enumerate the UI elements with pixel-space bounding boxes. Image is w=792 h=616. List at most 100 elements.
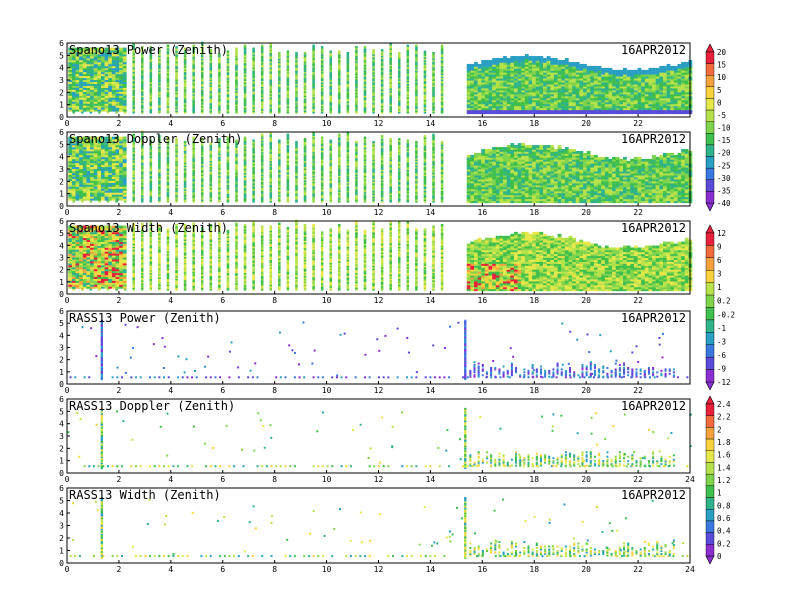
heat-cell [244, 45, 247, 47]
heat-cell [681, 62, 685, 65]
x-tick-label: 22 [633, 119, 643, 128]
heat-cell [499, 58, 503, 61]
heat-cell [372, 49, 375, 51]
heat-cell [415, 45, 418, 47]
heat-cell [547, 56, 551, 59]
y-tick-label: 5 [59, 51, 64, 60]
heat-cell [381, 49, 384, 51]
heat-cell [525, 54, 529, 57]
heat-cell [569, 62, 573, 65]
heat-cell [630, 70, 634, 73]
heat-cell [561, 60, 565, 63]
y-tick-label: 3 [59, 76, 64, 85]
heat-cell [685, 62, 689, 65]
heat-cell [594, 66, 598, 69]
heat-cell [645, 70, 649, 73]
heat-cell [572, 62, 576, 65]
heat-cell [641, 70, 645, 73]
heat-cell [659, 66, 663, 69]
heat-cell [481, 60, 485, 63]
heat-cell [521, 56, 525, 59]
heat-cell [674, 66, 678, 69]
heat-cell [514, 56, 518, 59]
heat-cell [550, 58, 554, 61]
heat-cell [616, 70, 620, 73]
heat-cell [558, 60, 562, 63]
heat-cell [601, 68, 605, 71]
heat-cell [554, 58, 558, 61]
heat-cell [474, 62, 478, 65]
heat-cell [329, 51, 332, 53]
heat-cell [407, 45, 410, 47]
heat-cell [532, 56, 536, 59]
heat-cell [583, 64, 587, 67]
y-tick-label: 6 [59, 39, 64, 48]
heat-cell [287, 51, 290, 53]
heat-cell [648, 68, 652, 71]
heat-cell [565, 58, 569, 61]
heat-cell [312, 45, 315, 47]
heat-cell [507, 58, 511, 61]
x-tick-label: 4 [168, 119, 173, 128]
x-tick-label: 6 [220, 119, 225, 128]
panel-date: 16APR2012 [621, 43, 686, 57]
heat-cell [321, 46, 324, 48]
heat-cell [492, 58, 496, 61]
heat-cell [470, 64, 474, 67]
heat-cell [398, 52, 401, 54]
heat-cell [518, 56, 522, 59]
y-tick-label: 1 [59, 101, 64, 110]
panel-2: Spano13 Doppler (Zenith)16APR20120123456… [59, 128, 692, 217]
heat-cell [638, 68, 642, 71]
heat-cell [619, 70, 623, 73]
heat-cell [652, 68, 656, 71]
x-tick-label: 8 [272, 119, 277, 128]
heat-cell [678, 64, 682, 67]
heat-cell [539, 56, 543, 59]
x-tick-label: 10 [322, 119, 332, 128]
heat-cell [590, 66, 594, 69]
heat-cell [235, 48, 238, 50]
y-tick-label: 0 [59, 113, 64, 122]
heat-cell [252, 48, 255, 50]
heat-cell [667, 64, 671, 67]
heat-cell [623, 68, 627, 71]
x-tick-label: 12 [374, 119, 384, 128]
heat-cell [355, 46, 358, 48]
heat-cell [467, 64, 471, 67]
heat-cell [496, 58, 500, 61]
heat-cell [489, 60, 493, 63]
heat-cell [579, 64, 583, 67]
heat-cell [663, 66, 667, 69]
x-tick-label: 14 [426, 119, 436, 128]
heat-cell [432, 52, 435, 54]
heat-cell [338, 51, 341, 53]
heat-cell [503, 56, 507, 59]
heat-cell [478, 64, 482, 67]
heat-cell [347, 52, 350, 54]
heat-cell [536, 56, 540, 59]
heat-cell [670, 66, 674, 69]
heat-cell [261, 45, 264, 47]
heat-cell [485, 60, 489, 63]
x-tick-label: 0 [65, 119, 70, 128]
heat-cell [608, 68, 612, 71]
x-tick-label: 2 [117, 119, 122, 128]
heat-cell [587, 66, 591, 69]
panel-title: Spano13 Power (Zenith) [69, 43, 228, 57]
heat-cell [656, 68, 660, 71]
heat-cell [634, 70, 638, 73]
heat-cell [364, 46, 367, 48]
heat-cell [304, 52, 307, 54]
heat-cell [278, 52, 281, 54]
heat-cell [510, 56, 514, 59]
heat-cell [576, 62, 580, 65]
heat-cell [424, 51, 427, 53]
heat-cell [598, 66, 602, 69]
heat-cell [295, 52, 298, 54]
y-tick-label: 4 [59, 64, 64, 73]
heat-cell [605, 68, 609, 71]
